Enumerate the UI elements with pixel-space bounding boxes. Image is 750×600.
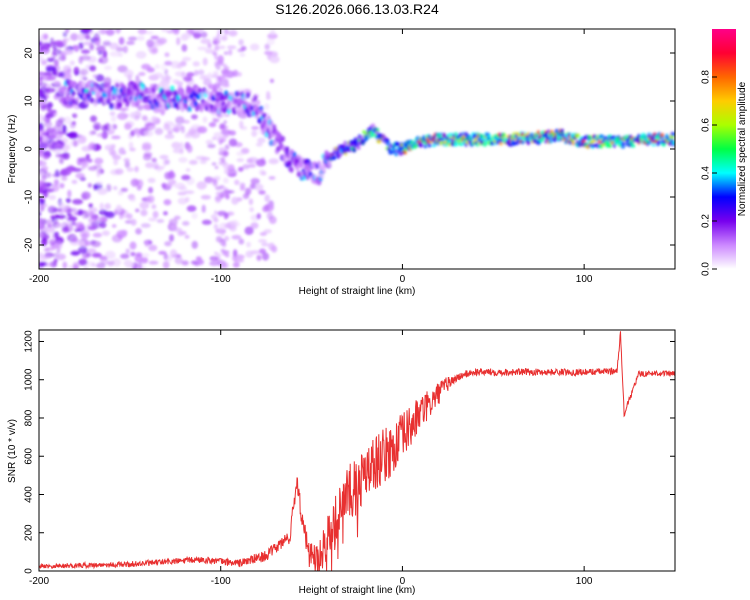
colorbar-tick-label: 0.2 [701,214,712,228]
snr-frame [38,329,676,572]
x-tick-label: 0 [400,274,406,285]
y-tick-label: 10 [24,95,35,107]
colorbar-gradient [712,29,736,269]
y-tick-label: 0 [24,146,35,152]
spectrogram-image [39,29,675,269]
x-tick-label: 100 [576,274,593,285]
colorbar-tick-label: 0.8 [701,70,712,84]
colorbar-tick-label: 0.4 [701,166,712,180]
y-tick-label: 800 [24,409,35,426]
y-tick-label: 20 [24,47,35,59]
x-tick-label: -100 [211,274,231,285]
x-tick-label: -100 [211,576,231,587]
x-tick-label: 0 [400,576,406,587]
x-tick-label: 100 [576,576,593,587]
y-tick-label: 1000 [24,368,35,391]
y-tick-label: 0 [24,568,35,574]
y-tick-label: 400 [24,486,35,503]
snr-y-label: SNR (10 * v/v) [7,419,18,483]
x-tick-label: -200 [29,576,49,587]
colorbar: 0.0 0.2 0.4 0.6 0.8 Normalized spectral ampl… [701,29,748,276]
colorbar-tick-label: 0.0 [701,262,712,276]
snr-series-line [39,331,675,571]
y-tick-label: -20 [24,237,35,252]
colorbar-label: Normalized spectral amplitude [737,81,748,216]
y-tick-label: 600 [24,447,35,464]
colorbar-tick-label: 0.6 [701,118,712,132]
snr-x-label: Height of straight line (km) [299,585,416,596]
y-tick-label: 1200 [24,330,35,353]
y-tick-label: -10 [24,189,35,204]
spectrogram-y-label: Frequency (Hz) [7,115,18,184]
colorbar-ticks: 0.0 0.2 0.4 0.6 0.8 [701,70,717,276]
figure-title: S126.2026.066.13.03.R24 [275,1,439,17]
y-tick-label: 200 [24,524,35,541]
spectrogram-speckle [39,29,280,269]
spectrogram-ridge [64,79,675,186]
spectrogram-x-label: Height of straight line (km) [299,286,416,297]
x-tick-label: -200 [29,274,49,285]
